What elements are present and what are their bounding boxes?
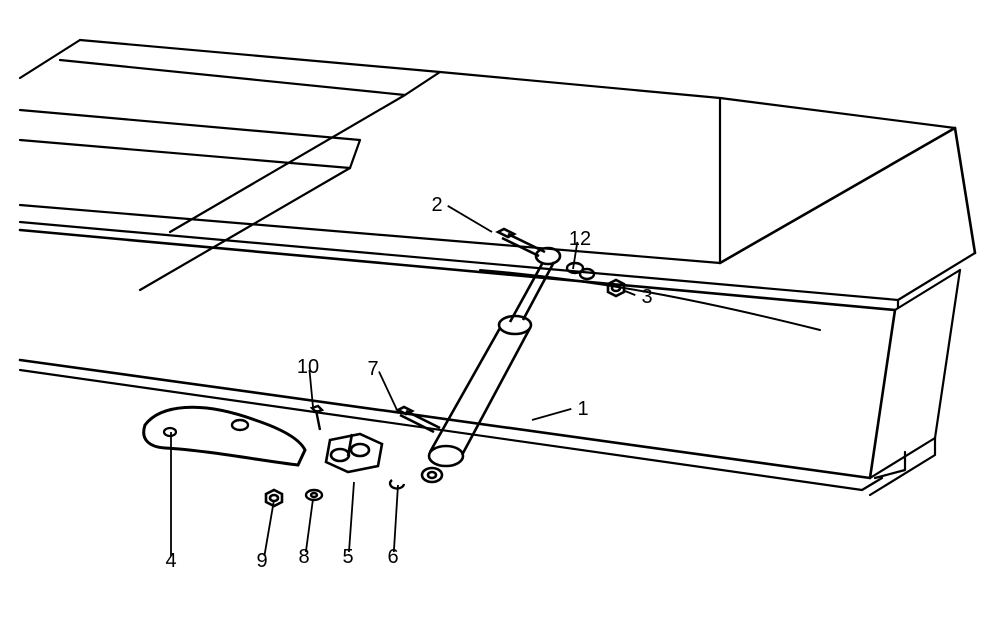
callout-leader bbox=[306, 499, 313, 552]
callout-leader bbox=[625, 291, 635, 295]
washer-small bbox=[306, 490, 322, 500]
callout-label-10: 10 bbox=[297, 356, 319, 378]
lever-arm bbox=[144, 407, 305, 465]
callout-label-7: 7 bbox=[367, 358, 378, 380]
callout-label-2: 2 bbox=[431, 194, 442, 216]
callout-leader bbox=[264, 500, 274, 556]
callout-label-6: 6 bbox=[387, 546, 398, 568]
parts-diagram: 1234567891012 bbox=[0, 0, 987, 636]
callout-label-12: 12 bbox=[569, 228, 591, 250]
callout-leader bbox=[532, 409, 571, 420]
callout-label-1: 1 bbox=[577, 398, 588, 420]
callout-label-5: 5 bbox=[342, 546, 353, 568]
callout-leader bbox=[349, 482, 354, 552]
callouts bbox=[171, 206, 635, 556]
callout-leader bbox=[448, 206, 492, 232]
callout-label-9: 9 bbox=[256, 550, 267, 572]
clevis-pin-body bbox=[326, 434, 382, 472]
callout-leader bbox=[379, 371, 397, 410]
shock-absorber-body bbox=[422, 248, 560, 482]
callout-leader bbox=[394, 485, 398, 552]
callout-label-4: 4 bbox=[165, 550, 176, 572]
callout-label-8: 8 bbox=[298, 546, 309, 568]
clevis-top-fastener bbox=[312, 406, 322, 430]
callout-label-3: 3 bbox=[641, 286, 652, 308]
chassis-frame bbox=[20, 40, 975, 495]
